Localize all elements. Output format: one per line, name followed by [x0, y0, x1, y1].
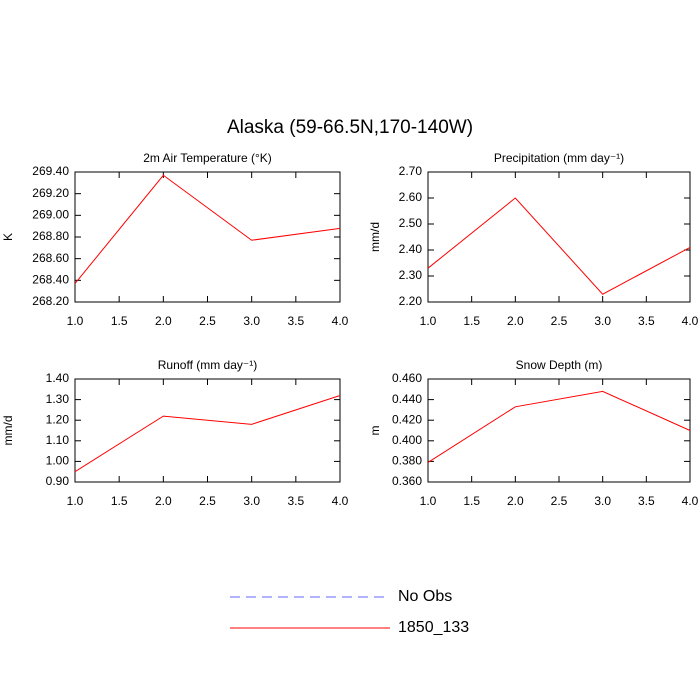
x-tick-label: 1.0 [67, 314, 84, 328]
plot-frame [427, 378, 691, 483]
y-tick-label: 2.50 [399, 216, 423, 230]
y-axis-label: m [368, 426, 382, 436]
y-tick-label: 2.30 [399, 268, 423, 282]
x-tick-label: 2.5 [551, 314, 568, 328]
panel-title: 2m Air Temperature (°K) [143, 151, 272, 165]
x-tick-label: 2.5 [199, 494, 216, 508]
y-tick-label: 268.80 [32, 229, 69, 243]
y-tick-label: 0.360 [392, 474, 422, 488]
y-axis-label: mm/d [1, 416, 15, 446]
x-tick-label: 1.5 [111, 494, 128, 508]
x-tick-label: 2.0 [507, 314, 524, 328]
plot-frame [74, 378, 341, 483]
x-tick-label: 4.0 [332, 494, 349, 508]
figure-title: Alaska (59-66.5N,170-140W) [227, 117, 473, 138]
x-tick-label: 2.0 [155, 494, 172, 508]
y-tick-label: 2.20 [399, 294, 423, 308]
y-tick-label: 269.40 [32, 164, 69, 178]
x-tick-label: 3.5 [287, 314, 304, 328]
y-axis-label: mm/d [368, 222, 382, 252]
x-tick-label: 2.0 [507, 494, 524, 508]
x-tick-label: 3.0 [594, 314, 611, 328]
y-tick-label: 268.20 [32, 294, 69, 308]
x-tick-label: 1.5 [463, 314, 480, 328]
y-tick-label: 0.90 [46, 474, 70, 488]
panel-title: Precipitation (mm day⁻¹) [494, 151, 624, 165]
data-line [427, 197, 691, 295]
y-tick-label: 1.30 [46, 392, 70, 406]
y-tick-label: 0.440 [392, 392, 422, 406]
data-line [74, 174, 341, 284]
y-tick-label: 2.40 [399, 242, 423, 256]
y-tick-label: 2.60 [399, 190, 423, 204]
x-tick-label: 4.0 [682, 494, 699, 508]
x-tick-label: 3.5 [638, 494, 655, 508]
x-tick-label: 1.5 [111, 314, 128, 328]
y-tick-label: 269.00 [32, 208, 69, 222]
x-tick-label: 1.0 [67, 494, 84, 508]
y-tick-label: 269.20 [32, 186, 69, 200]
x-tick-label: 1.5 [463, 494, 480, 508]
y-tick-label: 268.60 [32, 251, 69, 265]
x-tick-label: 3.0 [594, 494, 611, 508]
x-tick-label: 3.5 [287, 494, 304, 508]
data-line [74, 395, 341, 473]
x-tick-label: 2.5 [199, 314, 216, 328]
y-tick-label: 1.40 [46, 371, 70, 385]
y-tick-label: 0.420 [392, 412, 422, 426]
y-tick-label: 1.20 [46, 412, 70, 426]
legend-label: No Obs [398, 588, 452, 605]
x-tick-label: 3.0 [243, 314, 260, 328]
y-tick-label: 268.40 [32, 273, 69, 287]
y-tick-label: 1.10 [46, 433, 70, 447]
panel-title: Snow Depth (m) [516, 358, 603, 372]
y-tick-label: 2.70 [399, 164, 423, 178]
x-tick-label: 1.0 [420, 494, 437, 508]
legend-label: 1850_133 [398, 619, 469, 636]
x-tick-label: 4.0 [332, 314, 349, 328]
data-line [427, 390, 691, 463]
x-tick-label: 3.0 [243, 494, 260, 508]
x-tick-label: 4.0 [682, 314, 699, 328]
x-tick-label: 2.5 [551, 494, 568, 508]
y-tick-label: 0.400 [392, 433, 422, 447]
y-axis-label: K [1, 233, 15, 241]
plot-frame [74, 171, 341, 303]
y-tick-label: 0.380 [392, 454, 422, 468]
x-tick-label: 1.0 [420, 314, 437, 328]
x-tick-label: 3.5 [638, 314, 655, 328]
y-tick-label: 0.460 [392, 371, 422, 385]
panel-title: Runoff (mm day⁻¹) [158, 358, 257, 372]
y-tick-label: 1.00 [46, 454, 70, 468]
x-tick-label: 2.0 [155, 314, 172, 328]
